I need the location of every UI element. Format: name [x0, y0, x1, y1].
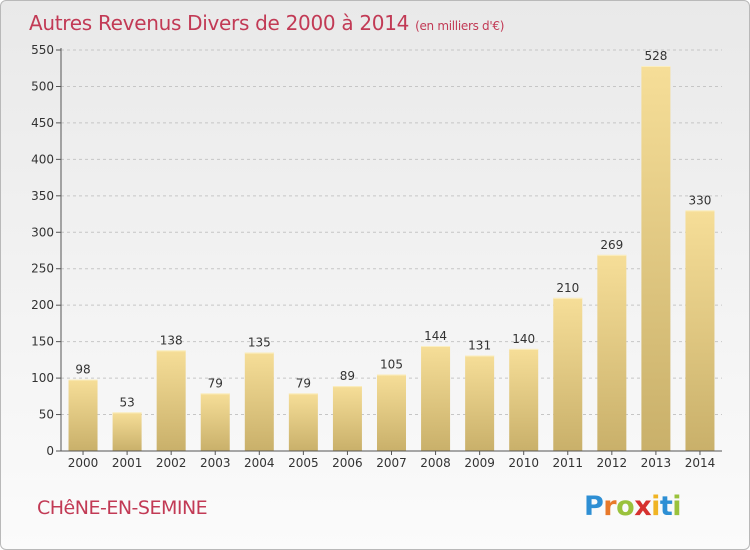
bar-value-label: 210 [556, 281, 579, 295]
x-tick-label: 2008 [420, 456, 451, 470]
bar [68, 379, 98, 451]
bar-value-label: 140 [512, 332, 535, 346]
y-tick-label: 350 [31, 189, 54, 203]
bar-value-label: 330 [689, 193, 712, 207]
bar-value-label: 138 [160, 333, 183, 347]
y-tick-label: 400 [31, 152, 54, 166]
chart-subtitle: (en milliers d'€) [415, 19, 505, 33]
x-tick-label: 2005 [288, 456, 319, 470]
x-tick-label: 2006 [332, 456, 363, 470]
bar-value-label: 79 [296, 376, 311, 390]
x-tick-label: 2003 [200, 456, 231, 470]
bar [641, 66, 671, 451]
y-tick-label: 0 [46, 444, 54, 458]
y-tick-label: 500 [31, 79, 54, 93]
x-tick-label: 2009 [464, 456, 495, 470]
bar [156, 350, 186, 451]
x-tick-label: 2012 [597, 456, 628, 470]
x-tick-label: 2002 [156, 456, 187, 470]
y-tick-label: 200 [31, 298, 54, 312]
proxiti-logo: Proxiti [584, 491, 682, 522]
y-tick-label: 550 [31, 43, 54, 57]
bar [597, 254, 627, 451]
y-tick-label: 50 [39, 408, 54, 422]
bar-value-label: 98 [75, 363, 90, 377]
y-tick-label: 100 [31, 371, 54, 385]
y-tick-label: 250 [31, 262, 54, 276]
bar [685, 210, 715, 451]
bar [200, 393, 230, 451]
bar [332, 386, 362, 451]
logo-letter: P [584, 491, 604, 522]
bar [112, 412, 142, 451]
bar-value-label: 53 [119, 395, 134, 409]
bar-value-label: 528 [644, 49, 667, 63]
bar [288, 393, 318, 451]
bar-value-label: 144 [424, 329, 447, 343]
x-tick-label: 2011 [552, 456, 583, 470]
axes: 0 50 100 150 200 250 300 350 400 450 500 550 2000 200… [31, 43, 722, 470]
bar [509, 348, 539, 451]
x-tick-label: 2004 [244, 456, 275, 470]
x-tick-label: 2014 [685, 456, 716, 470]
y-tick-label: 450 [31, 116, 54, 130]
x-tick-label: 2013 [641, 456, 672, 470]
x-tick-label: 2007 [376, 456, 407, 470]
bar-value-label: 135 [248, 336, 271, 350]
logo-letter: t [659, 491, 673, 522]
x-tick-label: 2010 [508, 456, 539, 470]
bar [465, 355, 495, 451]
bar [244, 352, 274, 451]
logo-letter: i [651, 491, 660, 522]
chart-title: Autres Revenus Divers de 2000 à 2014 (en … [29, 11, 504, 35]
logo-letter: x [634, 491, 652, 522]
logo-letter: r [603, 491, 617, 522]
bar-value-label: 105 [380, 357, 403, 371]
logo-letter: o [616, 491, 635, 522]
logo-letter: i [672, 491, 682, 522]
y-tick-label: 300 [31, 225, 54, 239]
bar-value-label: 131 [468, 338, 491, 352]
x-tick-label: 2000 [68, 456, 99, 470]
bar [377, 374, 406, 451]
bar-value-label: 79 [208, 376, 223, 390]
bars: 98 53 138 79 135 79 89 105 144 131 140 210 269 528 330 [68, 49, 715, 451]
y-tick-label: 150 [31, 335, 54, 349]
bar [553, 297, 583, 451]
bar [421, 346, 451, 451]
bar-value-label: 89 [340, 369, 355, 383]
bar-value-label: 269 [600, 238, 623, 252]
x-tick-label: 2001 [112, 456, 143, 470]
chart-title-text: Autres Revenus Divers de 2000 à 2014 [29, 11, 410, 35]
commune-name: CHêNE-EN-SEMINE [37, 497, 208, 519]
